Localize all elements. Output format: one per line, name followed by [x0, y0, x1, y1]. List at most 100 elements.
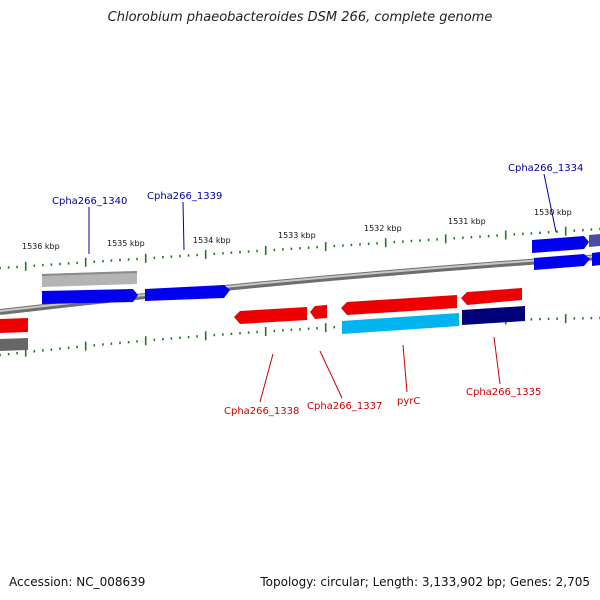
gene-arrow-forward-inner-right[interactable]	[592, 252, 600, 266]
scale-label: 1531 kbp	[448, 217, 486, 226]
minor-tick	[196, 335, 198, 338]
minor-tick	[350, 243, 353, 247]
minor-tick	[0, 266, 1, 270]
gene-arrow-cpha266-1339[interactable]	[145, 285, 230, 301]
gene-arrow-pyrc[interactable]	[341, 295, 457, 315]
label-leaders	[88, 173, 557, 403]
gene-arrow-cpha266-1337[interactable]	[310, 305, 327, 319]
minor-tick	[547, 231, 550, 234]
minor-tick	[479, 235, 481, 238]
gene-label[interactable]: Cpha266_1339	[147, 191, 222, 202]
gene-arrow-forward[interactable]	[42, 289, 138, 304]
gene-arrow-shade	[42, 271, 137, 276]
minor-tick	[7, 266, 10, 269]
minor-tick	[573, 229, 576, 232]
minor-tick	[239, 251, 241, 254]
gene-arrow-left-edge-gray[interactable]	[0, 338, 28, 351]
minor-tick	[76, 345, 78, 349]
minor-tick	[16, 265, 18, 269]
gene-arrow-cyan[interactable]	[342, 313, 459, 334]
minor-tick	[59, 347, 61, 350]
minor-tick	[162, 338, 164, 341]
minor-tick	[213, 333, 216, 337]
major-tick	[444, 234, 447, 244]
map-title: Chlorobium phaeobacteroides DSM 266, com…	[107, 10, 493, 25]
minor-tick	[419, 239, 421, 242]
minor-tick	[299, 328, 301, 331]
major-tick	[564, 226, 567, 236]
minor-tick	[136, 340, 138, 343]
minor-tick	[453, 237, 456, 240]
gene-label[interactable]: Cpha266_1337	[307, 401, 382, 412]
minor-tick	[59, 262, 61, 266]
minor-tick	[196, 253, 198, 257]
minor-tick	[333, 244, 336, 248]
scale-label: 1534 kbp	[193, 236, 231, 245]
minor-tick	[539, 317, 541, 321]
minor-tick	[539, 231, 541, 234]
major-tick	[24, 347, 27, 357]
minor-tick	[33, 264, 36, 267]
minor-tick	[402, 240, 404, 243]
gene-label[interactable]: Cpha266_1338	[224, 406, 299, 417]
minor-tick	[427, 238, 430, 242]
leader-line	[402, 344, 408, 393]
minor-tick	[333, 326, 336, 329]
minor-tick	[487, 234, 490, 238]
gene-arrow-red-right[interactable]	[461, 288, 522, 305]
minor-tick	[179, 336, 181, 339]
gene-label[interactable]: pyrC	[397, 396, 420, 407]
minor-tick	[136, 257, 138, 261]
minor-tick	[522, 232, 524, 236]
gene-arrow-left-edge[interactable]	[0, 318, 28, 333]
leader-line	[543, 173, 557, 233]
minor-tick	[307, 246, 310, 249]
minor-tick	[573, 317, 576, 320]
scale-label: 1530 kbp	[534, 208, 572, 217]
minor-tick	[170, 337, 173, 340]
minor-tick	[50, 263, 53, 266]
gene-label[interactable]: Cpha266_1334	[508, 163, 583, 174]
minor-tick	[179, 254, 181, 258]
minor-tick	[290, 247, 293, 250]
minor-tick	[67, 262, 70, 265]
minor-tick	[342, 244, 344, 247]
minor-tick	[513, 233, 516, 236]
major-tick	[24, 261, 27, 271]
leader-line	[493, 336, 501, 385]
minor-tick	[153, 338, 156, 342]
minor-tick	[316, 245, 318, 249]
gene-arrow-cpha266-1334[interactable]	[532, 236, 589, 253]
major-tick	[144, 336, 147, 346]
minor-tick	[436, 238, 438, 241]
minor-tick	[42, 263, 44, 267]
leader-line	[182, 201, 185, 251]
minor-tick	[93, 344, 96, 347]
minor-tick	[222, 333, 224, 336]
accession-text: Accession: NC_008639	[9, 575, 146, 589]
gene-arrow-cpha266-1335[interactable]	[462, 306, 525, 325]
scale-label: 1535 kbp	[107, 239, 145, 248]
minor-tick	[282, 329, 284, 332]
gene-label[interactable]: Cpha266_1335	[466, 387, 541, 398]
gene-arrow-forward-inner[interactable]	[534, 254, 590, 270]
minor-tick	[462, 236, 464, 239]
gene-arrow-purple[interactable]	[589, 234, 600, 247]
minor-tick	[273, 248, 276, 252]
minor-tick	[230, 332, 233, 336]
minor-tick	[547, 317, 550, 321]
minor-tick	[222, 252, 224, 255]
minor-tick	[410, 239, 413, 243]
major-tick	[84, 341, 87, 351]
minor-tick	[530, 232, 533, 235]
minor-tick	[110, 259, 113, 262]
minor-tick	[16, 351, 18, 355]
gene-label[interactable]: Cpha266_1340	[52, 196, 127, 207]
minor-tick	[127, 258, 130, 261]
leader-line	[319, 350, 343, 399]
major-tick	[144, 253, 147, 263]
major-tick	[384, 238, 387, 248]
minor-tick	[93, 260, 96, 263]
minor-tick	[50, 348, 53, 351]
gene-arrow-cpha266-1338[interactable]	[234, 307, 307, 324]
